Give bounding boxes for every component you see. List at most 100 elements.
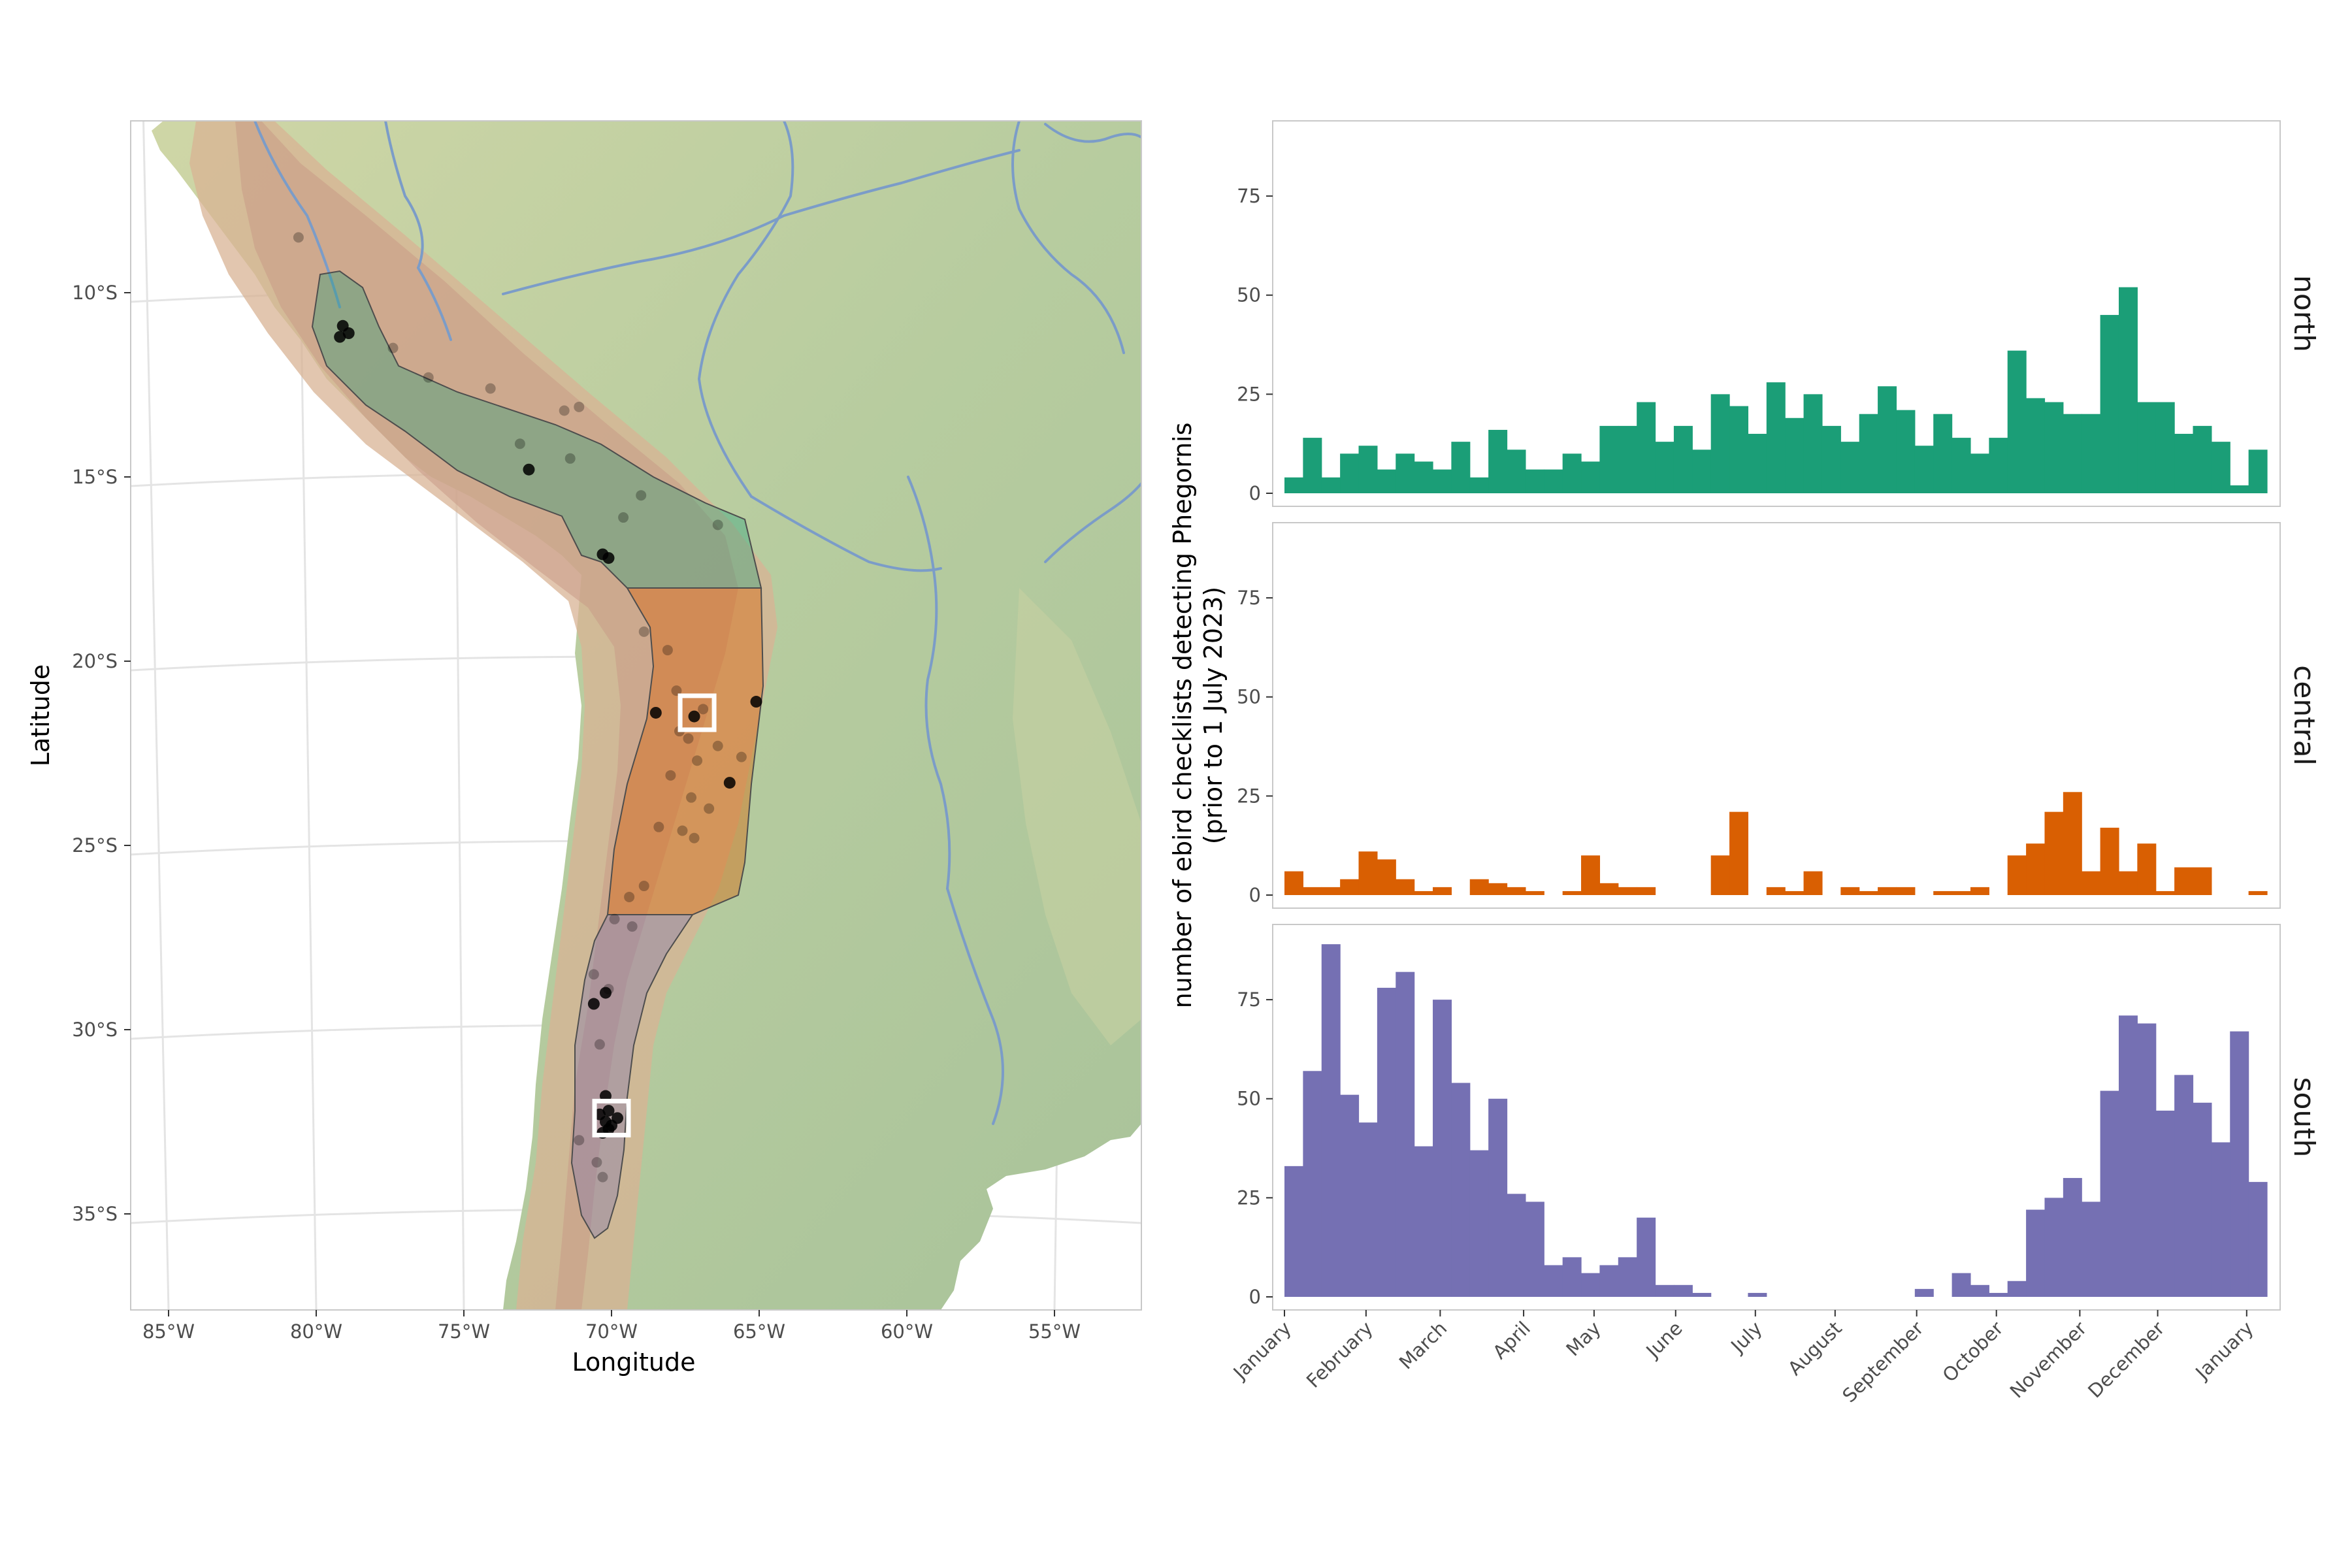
latitude-tick-label: 15°S [72, 466, 118, 488]
histogram-bar-south [2193, 1102, 2212, 1297]
histogram-bar-north [2155, 402, 2175, 493]
faint-observation-point [698, 704, 709, 715]
histogram-bar-south [1655, 1284, 1674, 1297]
histogram-bar-central [1414, 890, 1433, 895]
histogram-bar-central [1488, 883, 1508, 895]
histogram-bar-central [2063, 792, 2082, 895]
study-site-box [592, 1098, 631, 1137]
histogram-bar-central [2174, 867, 2194, 895]
histogram-panel-frame [1272, 522, 2281, 909]
histogram-bar-north [1692, 449, 1712, 493]
histogram-bar-south [1284, 1166, 1303, 1297]
histogram-bar-central [1284, 871, 1303, 895]
histogram-bar-north [1507, 449, 1526, 493]
x-tick-label: February [1302, 1317, 1377, 1392]
histogram-bar-south [2248, 1182, 2268, 1297]
histogram-bar-central [1525, 890, 1544, 895]
histogram-bar-central [2044, 811, 2064, 895]
histogram-bar-north [1785, 417, 1805, 493]
observation-point [688, 710, 700, 723]
faint-observation-point [624, 891, 635, 902]
latitude-ticks: 10°S 15°S 20°S 25°S 30°S 35°S [72, 282, 131, 1225]
faint-observation-point [591, 1157, 602, 1168]
histogram-bar-south [1748, 1292, 1767, 1297]
observation-point [612, 1112, 624, 1124]
histogram-bar-central [1952, 890, 1971, 895]
histogram-bar-north [1340, 453, 1360, 493]
histogram-panel-south: 0 25 50 75 south [1237, 924, 2321, 1311]
histogram-bar-central [1581, 855, 1601, 895]
histogram-bar-north [1414, 461, 1433, 493]
longitude-tick-label: 55°W [1028, 1320, 1081, 1343]
x-tick-label: November [2006, 1317, 2091, 1403]
histogram-bar-north [2063, 414, 2082, 493]
faint-observation-point [712, 519, 723, 531]
histogram-bar-central [1396, 879, 1415, 895]
histogram-bar-north [1896, 410, 1916, 493]
histogram-bar-central [2082, 871, 2101, 895]
observation-points [334, 319, 762, 1139]
y-tick-label: 50 [1237, 1088, 1261, 1110]
y-tick-label: 25 [1237, 383, 1261, 405]
histogram-bar-north [2082, 414, 2101, 493]
faint-observation-point [638, 626, 649, 637]
histogram-bar-south [1544, 1265, 1563, 1297]
x-tick-label: August [1784, 1317, 1846, 1380]
histogram-bar-north [1303, 438, 1322, 493]
faint-observation-point [638, 881, 649, 892]
histogram-bar-north [1562, 453, 1582, 493]
x-tick-label: January [2191, 1317, 2258, 1384]
histogram-bar-central [2026, 843, 2046, 895]
faint-observation-point [564, 453, 576, 464]
histogram-bar-south [1414, 1146, 1433, 1297]
histogram-bar-south [1692, 1292, 1712, 1297]
histogram-bar-north [1433, 469, 1452, 493]
histogram-bar-central [1710, 855, 1730, 895]
andes-relief [189, 121, 777, 1310]
andes-peaks [235, 121, 738, 1310]
x-tick-label: July [1725, 1317, 1766, 1358]
histogram-bar-north [1673, 425, 1693, 493]
faint-observation-point [712, 740, 723, 751]
histogram-bar-north [2248, 449, 2268, 493]
histogram-bar-central [1358, 851, 1378, 895]
observation-point [599, 987, 612, 999]
faint-observation-point [671, 685, 682, 696]
histogram-bar-central [1469, 879, 1489, 895]
histogram-bar-south [2174, 1075, 2194, 1297]
x-tick-label: September [1838, 1317, 1927, 1407]
faint-observation-point [677, 825, 688, 836]
y-tick-label: 50 [1237, 284, 1261, 306]
histogram-bar-central [2155, 890, 2175, 895]
observation-point [342, 327, 355, 340]
histogram-bar-central [2100, 827, 2119, 895]
histogram-bar-north [1878, 386, 1897, 493]
histogram-bar-north [1469, 477, 1489, 493]
rivers [253, 121, 1141, 1125]
histogram-bar-south [2026, 1209, 2046, 1297]
observation-point [596, 548, 609, 561]
observation-point [587, 998, 600, 1010]
histogram-bar-central [1340, 879, 1360, 895]
histogram-bar-south [1358, 1122, 1378, 1297]
histogram-bar-south [1581, 1273, 1601, 1297]
histogram-bar-south [2063, 1178, 2082, 1297]
histogram-bar-south [1433, 1000, 1452, 1297]
histogram-bar-north [1859, 414, 1878, 493]
histogram-bar-north [1321, 477, 1341, 493]
histogram-bar-central [1433, 887, 1452, 895]
faint-observation-point [423, 372, 434, 383]
histogram-bar-south [1637, 1217, 1656, 1297]
histogram-bar-north [2007, 350, 2027, 493]
histogram-bar-south [1970, 1284, 1989, 1297]
faint-observation-point [293, 232, 304, 243]
histogram-bar-central [2007, 855, 2027, 895]
faint-observation-point [485, 383, 496, 394]
histogram-bar-north [1525, 469, 1544, 493]
x-tick-label: June [1641, 1317, 1687, 1363]
histogram-bar-north [2174, 434, 2194, 493]
faint-observation-point [704, 803, 715, 814]
histogram-bar-north [1377, 469, 1396, 493]
histogram-bar-south [1914, 1288, 1934, 1297]
histogram-bar-central [2118, 871, 2138, 895]
